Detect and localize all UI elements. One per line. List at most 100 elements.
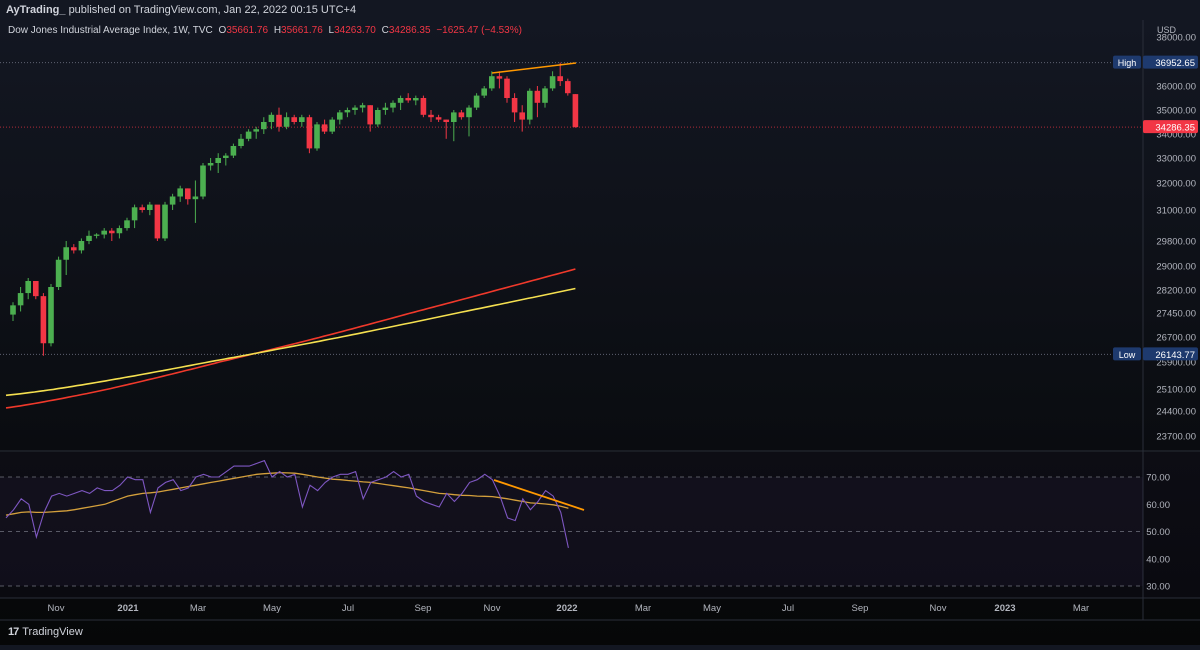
candle-body <box>435 117 442 120</box>
rsi-tick-label: 40.00 <box>1146 554 1170 565</box>
candle-body <box>542 88 548 103</box>
candle-body <box>230 146 237 156</box>
candle-body <box>458 112 465 118</box>
last-price-value-tag <box>1143 120 1198 134</box>
price-tick-label: 25900.00 <box>1156 358 1196 369</box>
rsi-tick-label: 60.00 <box>1146 500 1170 511</box>
candle-body <box>245 131 252 139</box>
candle-body <box>71 247 77 251</box>
candle-body <box>154 204 161 239</box>
time-tick-label: Jul <box>342 603 354 614</box>
high-marker-tag <box>1113 55 1141 69</box>
symbol-legend: Dow Jones Industrial Average Index, 1W, … <box>8 25 522 36</box>
price-tick-label: 31000.00 <box>1156 206 1196 217</box>
candle-body <box>428 114 434 118</box>
instrument-title[interactable]: Dow Jones Industrial Average Index, 1W, … <box>8 25 213 36</box>
candle-body <box>549 76 556 89</box>
candle-body <box>169 196 176 205</box>
price-tick-label: 32000.00 <box>1156 179 1196 190</box>
last-price-value: 34286.35 <box>1155 123 1195 134</box>
price-tick-label: 24400.00 <box>1156 407 1196 418</box>
open-value: 35661.76 <box>226 25 269 36</box>
candle-body <box>116 228 123 234</box>
candle-body <box>481 88 487 96</box>
time-tick-label: Mar <box>635 603 651 614</box>
candle-body <box>405 98 411 101</box>
candle-body <box>314 124 320 149</box>
candle-body <box>451 112 457 122</box>
published-text: published on TradingView.com, Jan 22, 20… <box>68 4 357 16</box>
candle-body <box>124 220 130 229</box>
candle-body <box>101 230 107 235</box>
high-marker-value: 36952.65 <box>1155 58 1195 69</box>
candle-body <box>519 112 525 120</box>
time-tick-label: May <box>703 603 721 614</box>
candle-body <box>291 117 297 122</box>
candle-body <box>276 114 282 127</box>
candle-body <box>367 105 373 125</box>
candle-body <box>413 98 419 101</box>
candle-body <box>375 110 381 125</box>
price-tick-label: 36000.00 <box>1156 82 1196 93</box>
candle-body <box>473 95 480 108</box>
brand-name: TradingView <box>22 626 83 638</box>
price-tick-label: 35000.00 <box>1156 106 1196 117</box>
candle-body <box>511 98 518 113</box>
candle-body <box>329 119 335 132</box>
candle-body <box>109 230 115 234</box>
time-tick-label: Mar <box>1073 603 1089 614</box>
candle-body <box>261 122 267 130</box>
high-marker-label: High <box>1118 58 1137 68</box>
candle-body <box>443 119 449 122</box>
candle-body <box>352 107 358 110</box>
price-tick-label: 29800.00 <box>1156 237 1196 248</box>
candle-body <box>489 76 495 89</box>
candle-body <box>40 296 47 344</box>
price-tick-label: 23700.00 <box>1156 432 1196 443</box>
price-tick-label: 25100.00 <box>1156 385 1196 396</box>
publication-header: AyTrading_ published on TradingView.com,… <box>6 4 356 16</box>
candle-body <box>162 204 168 239</box>
candle-body <box>86 235 92 241</box>
candle-body <box>572 94 579 128</box>
candle-body <box>466 107 472 118</box>
high-label: H <box>273 25 282 36</box>
time-tick-label: Nov <box>48 603 65 614</box>
low-marker-tag <box>1113 347 1141 361</box>
candle-body <box>306 117 313 149</box>
candle-body <box>33 281 39 297</box>
rsi-pane-background <box>0 452 1200 598</box>
author-name[interactable]: AyTrading_ <box>6 4 66 16</box>
candle-body <box>283 117 290 127</box>
candle-body <box>299 117 305 122</box>
close-value: 34286.35 <box>388 25 431 36</box>
low-value: 34263.70 <box>334 25 376 36</box>
time-tick-label: Nov <box>484 603 501 614</box>
low-marker-value-tag <box>1143 347 1198 361</box>
time-tick-label: 2021 <box>117 603 139 614</box>
time-tick-label: Mar <box>190 603 206 614</box>
low-marker-label: Low <box>1119 350 1136 360</box>
price-tick-label: 26700.00 <box>1156 333 1196 344</box>
candle-body <box>192 196 199 200</box>
candle-body <box>321 124 328 132</box>
time-tick-label: Sep <box>415 603 432 614</box>
candle-body <box>527 90 533 120</box>
tradingview-brand[interactable]: 17 TradingView <box>8 626 83 638</box>
price-tick-label: 34000.00 <box>1156 130 1196 141</box>
candle-body <box>253 129 259 132</box>
candle-body <box>78 241 85 251</box>
price-tick-label: 28200.00 <box>1156 286 1196 297</box>
candle-body <box>397 98 404 103</box>
high-value: 35661.76 <box>281 25 323 36</box>
candle-body <box>496 76 503 79</box>
time-tick-label: Jul <box>782 603 794 614</box>
open-label: O <box>218 25 227 36</box>
rsi-tick-label: 30.00 <box>1146 582 1170 593</box>
candle-body <box>185 188 191 200</box>
candle-body <box>420 98 427 115</box>
candle-body <box>534 90 541 103</box>
candle-body <box>93 234 100 236</box>
